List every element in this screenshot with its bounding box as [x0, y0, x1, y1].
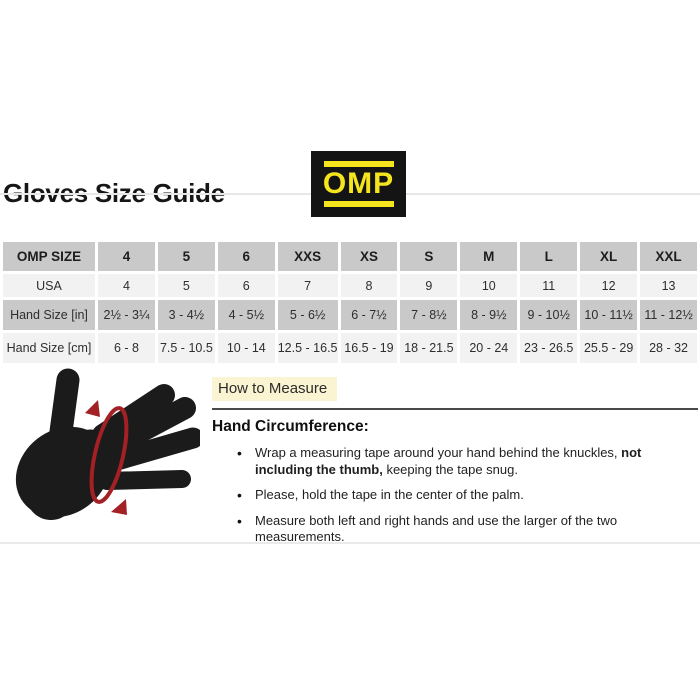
size-table-row-label: USA [3, 274, 95, 297]
size-table-header-cell: OMP SIZE [3, 242, 95, 271]
size-table-cell: 28 - 32 [640, 333, 697, 363]
size-table-cell: 18 - 21.5 [400, 333, 458, 363]
size-table-header-cell: L [520, 242, 578, 271]
measure-instructions-list: Wrap a measuring tape around your hand b… [212, 445, 698, 546]
size-table-cell: 7.5 - 10.5 [157, 333, 215, 363]
size-table: OMP SIZE 4 5 6 XXS XS S M L XL XXL USA 4… [3, 242, 697, 363]
size-table-cell: 23 - 26.5 [520, 333, 578, 363]
size-table-cell: 20 - 24 [460, 333, 518, 363]
list-item: Wrap a measuring tape around your hand b… [212, 445, 698, 478]
hand-silhouette [15, 368, 204, 520]
list-item: Please, hold the tape in the center of t… [212, 487, 698, 504]
size-table-cell: 10 [460, 274, 518, 297]
size-table-cell: 4 - 5½ [217, 300, 275, 330]
size-table-header-cell: 5 [157, 242, 215, 271]
list-item: Measure both left and right hands and us… [212, 513, 698, 546]
size-table-cell: 8 [340, 274, 398, 297]
size-table-cell: 16.5 - 19 [340, 333, 398, 363]
size-table-cell: 13 [640, 274, 697, 297]
omp-logo: OMP [311, 151, 406, 217]
measuring-tape-icon [85, 400, 129, 515]
size-table-cell: 3 - 4½ [157, 300, 215, 330]
size-table-cell: 8 - 9½ [460, 300, 518, 330]
size-table-row-label: Hand Size [cm] [3, 333, 95, 363]
how-to-measure-heading: How to Measure [212, 377, 338, 401]
size-table-header-cell: 6 [217, 242, 275, 271]
hand-circumference-heading: Hand Circumference: [212, 418, 369, 435]
size-table-cell: 2½ - 3¼ [98, 300, 155, 330]
size-table-cell: 5 [157, 274, 215, 297]
size-table-cell: 11 [520, 274, 578, 297]
size-table-header-cell: M [460, 242, 518, 271]
size-table-cell: 6 [217, 274, 275, 297]
size-table-cell: 9 - 10½ [520, 300, 578, 330]
size-table-cell: 25.5 - 29 [580, 333, 638, 363]
size-table-cell: 6 - 7½ [340, 300, 398, 330]
size-table-cell: 11 - 12½ [640, 300, 697, 330]
bottom-divider [0, 542, 700, 544]
size-table-cell: 7 [277, 274, 338, 297]
size-table-header-cell: XXL [640, 242, 697, 271]
size-table-cell: 7 - 8½ [400, 300, 458, 330]
hand-measure-illustration [5, 367, 204, 529]
size-table-cell: 10 - 11½ [580, 300, 638, 330]
size-table-header-cell: XL [580, 242, 638, 271]
omp-logo-bottom-bar [323, 201, 394, 207]
size-table-header-cell: 4 [98, 242, 155, 271]
omp-logo-top-bar [323, 161, 394, 167]
size-table-cell: 10 - 14 [217, 333, 275, 363]
omp-logo-text: OMP [322, 167, 395, 200]
size-table-row-label: Hand Size [in] [3, 300, 95, 330]
size-table-header-cell: XS [340, 242, 398, 271]
size-table-cell: 4 [98, 274, 155, 297]
size-table-cell: 9 [400, 274, 458, 297]
how-to-measure-section: How to Measure Hand Circumference: Wrap … [212, 377, 698, 555]
size-table-cell: 12 [580, 274, 638, 297]
size-table-header-cell: S [400, 242, 458, 271]
size-table-header-cell: XXS [277, 242, 338, 271]
size-table-cell: 5 - 6½ [277, 300, 338, 330]
size-table-cell: 6 - 8 [98, 333, 155, 363]
size-table-cell: 12.5 - 16.5 [277, 333, 338, 363]
section-divider [212, 408, 698, 410]
